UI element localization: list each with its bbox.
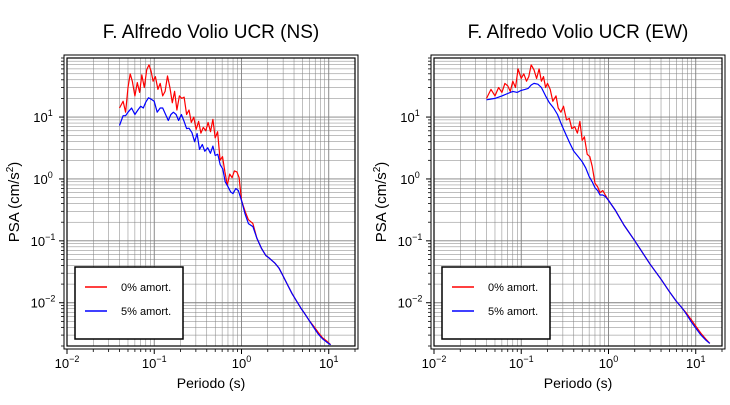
y-tick-label: 101 <box>33 108 52 125</box>
x-axis-label: Periodo (s) <box>544 375 612 391</box>
y-axis-label-main: PSA (cm/s <box>6 172 23 242</box>
series-line-5-pct <box>118 97 331 346</box>
plot-frame <box>66 57 356 347</box>
x-tick-label-exp: 0 <box>246 354 251 364</box>
y-tick-label-exp: −1 <box>45 232 55 242</box>
y-tick-label-exp: 0 <box>415 170 420 180</box>
x-tick-label: 10−1 <box>509 354 534 371</box>
x-tick-label-exp: 0 <box>613 354 618 364</box>
y-tick-label-base: 10 <box>31 296 45 311</box>
x-tick-label-base: 10 <box>509 356 523 371</box>
x-tick-label-base: 10 <box>599 356 613 371</box>
y-axis-label-sup: 2 <box>5 166 16 172</box>
y-tick-label-base: 10 <box>31 234 45 249</box>
x-tick-label: 10−1 <box>142 354 167 371</box>
x-tick-label-base: 10 <box>319 356 333 371</box>
y-axis-label-main: PSA (cm/s <box>373 172 390 242</box>
legend: 0% amort. 5% amort. <box>441 266 551 340</box>
y-tick-label: 10−2 <box>398 294 423 311</box>
x-tick-label: 100 <box>232 354 251 371</box>
x-tick-label: 10−2 <box>422 354 447 371</box>
x-tick-label-base: 10 <box>686 356 700 371</box>
y-tick-label-exp: 1 <box>48 108 53 118</box>
y-axis-label-sup: 2 <box>372 166 383 172</box>
y-tick-label-base: 10 <box>400 172 414 187</box>
y-tick-label: 100 <box>33 170 52 187</box>
legend-box <box>441 266 551 340</box>
x-tick-label-exp: 1 <box>333 354 338 364</box>
legend-label-0-pct: 0% amort. <box>488 282 538 294</box>
legend: 0% amort. 5% amort. <box>74 266 184 340</box>
y-tick-label-base: 10 <box>400 110 414 125</box>
x-tick-label-exp: −2 <box>436 354 446 364</box>
grid <box>66 57 356 347</box>
y-tick-label: 101 <box>400 108 419 125</box>
y-tick-label-base: 10 <box>33 110 47 125</box>
x-tick-label-exp: 1 <box>700 354 705 364</box>
y-tick-label: 10−1 <box>398 232 423 249</box>
y-tick-label-exp: −1 <box>412 232 422 242</box>
y-tick-label-base: 10 <box>398 234 412 249</box>
x-tick-label-base: 10 <box>232 356 246 371</box>
y-tick-label-base: 10 <box>33 172 47 187</box>
x-tick-label: 100 <box>599 354 618 371</box>
x-tick-label-base: 10 <box>142 356 156 371</box>
legend-label-0-pct: 0% amort. <box>121 282 171 294</box>
x-axis-label: Periodo (s) <box>177 375 245 391</box>
plot-frame-outer <box>430 54 726 350</box>
plot-frame-outer <box>63 54 359 350</box>
legend-label-5-pct: 5% amort. <box>121 306 171 318</box>
y-axis-label: PSA (cm/s2) <box>5 162 23 243</box>
chart-title: F. Alfredo Volio UCR (EW) <box>468 22 689 43</box>
legend-box <box>74 266 184 340</box>
x-tick-label: 101 <box>686 354 705 371</box>
y-tick-label-exp: 1 <box>415 108 420 118</box>
y-axis-label-close: ) <box>6 162 23 167</box>
y-tick-label-exp: −2 <box>45 294 55 304</box>
x-tick-label-exp: −1 <box>156 354 166 364</box>
x-tick-label: 101 <box>319 354 338 371</box>
y-tick-label: 10−1 <box>31 232 56 249</box>
x-tick-label-base: 10 <box>55 356 69 371</box>
y-tick-label: 100 <box>400 170 419 187</box>
x-tick-label: 10−2 <box>55 354 80 371</box>
y-axis-label-close: ) <box>373 162 390 167</box>
y-tick-label: 10−2 <box>31 294 56 311</box>
y-tick-label-base: 10 <box>398 296 412 311</box>
x-tick-label-exp: −2 <box>69 354 79 364</box>
y-tick-label-exp: −2 <box>412 294 422 304</box>
plot-frame <box>433 57 723 347</box>
y-axis-label: PSA (cm/s2) <box>372 162 390 243</box>
y-tick-label-exp: 0 <box>48 170 53 180</box>
series-line-5-pct <box>486 82 711 344</box>
legend-label-5-pct: 5% amort. <box>488 306 538 318</box>
chart-title: F. Alfredo Volio UCR (NS) <box>103 22 319 43</box>
x-tick-label-exp: −1 <box>523 354 533 364</box>
x-tick-label-base: 10 <box>422 356 436 371</box>
